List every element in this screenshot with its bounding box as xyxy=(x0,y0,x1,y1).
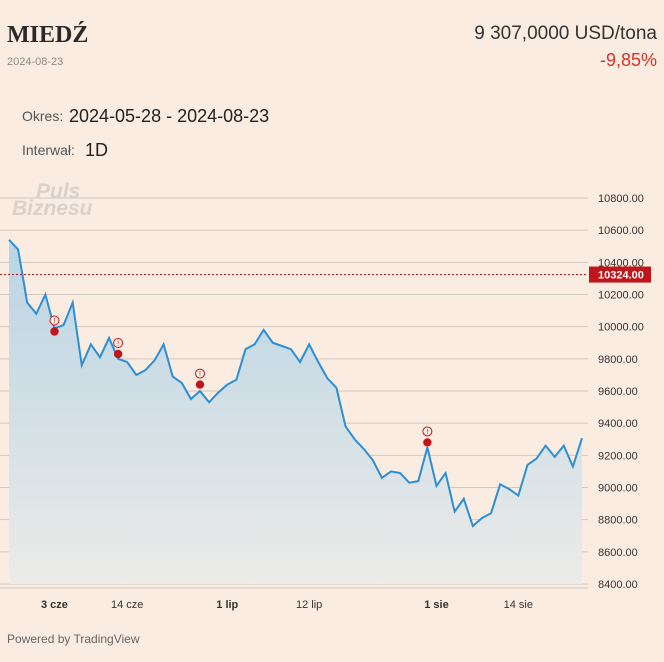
event-dot[interactable] xyxy=(50,327,59,336)
y-tick-label: 8400.00 xyxy=(598,579,638,591)
event-info-icon[interactable] xyxy=(49,315,60,326)
event-info-icon[interactable] xyxy=(113,338,124,349)
event-dot[interactable] xyxy=(423,438,432,447)
event-info-glyph: ! xyxy=(426,429,428,436)
price-line xyxy=(8,239,583,528)
y-tick-label: 10200.00 xyxy=(598,290,644,302)
y-tick-label: 10400.00 xyxy=(598,257,644,269)
y-tick-label: 10000.00 xyxy=(598,322,644,334)
x-tick-label: 1 lip xyxy=(216,599,238,611)
powered-by-tradingview[interactable]: Powered by TradingView xyxy=(7,632,140,646)
event-marker[interactable]: ! xyxy=(195,368,205,389)
x-tick-label: 14 sie xyxy=(504,599,533,611)
period-label: Okres: xyxy=(22,108,64,124)
event-dot[interactable] xyxy=(113,349,123,359)
x-tick-label: 12 lip xyxy=(296,599,322,611)
y-tick-label: 9600.00 xyxy=(598,386,638,398)
y-tick-label: 9400.00 xyxy=(598,418,638,430)
reference-label-box xyxy=(589,266,651,283)
event-marker[interactable]: ! xyxy=(113,338,124,359)
price-value: 9 307,0000 USD/tona xyxy=(474,23,657,44)
event-info-icon[interactable] xyxy=(195,368,205,379)
interval-value[interactable]: 1D xyxy=(85,140,109,160)
price-area xyxy=(9,239,582,584)
event-marker[interactable]: ! xyxy=(422,426,433,447)
x-tick-label: 3 cze xyxy=(41,599,68,611)
event-info-icon[interactable] xyxy=(422,426,433,437)
event-marker[interactable]: ! xyxy=(49,315,60,336)
x-tick-label: 1 sie xyxy=(424,599,448,611)
y-tick-label: 9800.00 xyxy=(598,354,638,366)
puls-biznesu-watermark: Puls Biznesu xyxy=(12,180,93,220)
y-tick-label: 9200.00 xyxy=(598,450,638,462)
event-info-glyph: ! xyxy=(53,318,55,325)
y-tick-label: 9000.00 xyxy=(598,483,638,495)
x-tick-label: 14 cze xyxy=(111,599,143,611)
y-tick-label: 10600.00 xyxy=(598,225,644,237)
y-tick-label: 8800.00 xyxy=(598,515,638,527)
y-tick-label: 10800.00 xyxy=(598,193,644,205)
y-tick-label: 8600.00 xyxy=(598,547,638,559)
instrument-title: MIEDŹ xyxy=(7,22,89,48)
event-info-glyph: ! xyxy=(117,341,119,348)
reference-label: 10324.00 xyxy=(598,270,644,282)
event-info-glyph: ! xyxy=(199,371,201,378)
quote-date: 2024-08-23 xyxy=(7,56,64,68)
event-dot[interactable] xyxy=(195,380,205,389)
price-change: -9,85% xyxy=(599,50,657,70)
interval-label: Interwał: xyxy=(22,142,75,158)
period-value[interactable]: 2024-05-28 - 2024-08-23 xyxy=(69,106,270,126)
